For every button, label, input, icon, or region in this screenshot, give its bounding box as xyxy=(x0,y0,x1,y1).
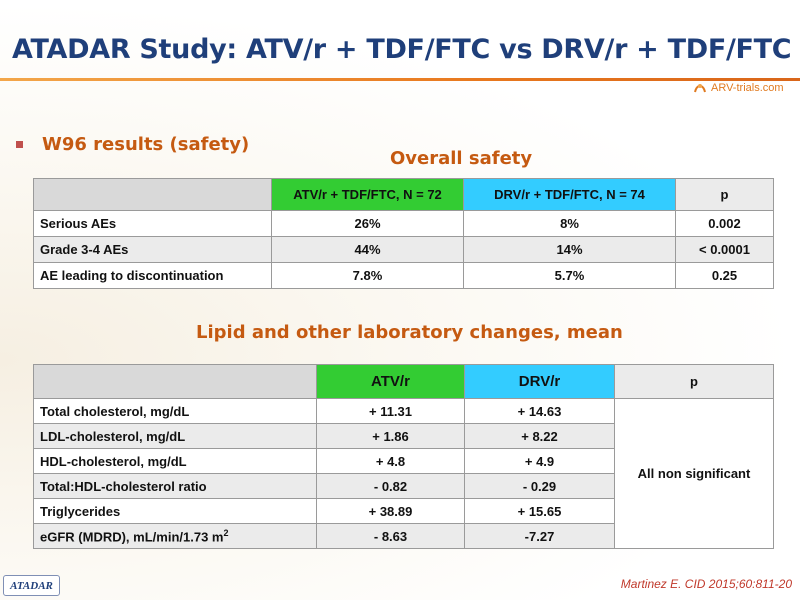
row-label-text: eGFR (MDRD), mL/min/1.73 m xyxy=(40,529,224,545)
logo-text: ARV-trials.com xyxy=(711,82,784,94)
p-value: 0.25 xyxy=(675,262,774,289)
citation: Martinez E. CID 2015;60:811-20 xyxy=(620,577,792,591)
atv-value: 7.8% xyxy=(271,262,464,289)
atv-value: + 11.31 xyxy=(316,398,465,424)
ribbon-icon xyxy=(692,82,708,94)
lipid-table: ATV/r DRV/r p Total cholesterol, mg/dL +… xyxy=(33,364,774,549)
drv-value: + 15.65 xyxy=(464,498,615,524)
header-atv-cell: ATV/r xyxy=(316,364,465,399)
row-label: eGFR (MDRD), mL/min/1.73 m2 xyxy=(33,523,317,549)
table-row: Total cholesterol, mg/dL + 11.31 + 14.63… xyxy=(33,398,774,549)
atv-value: + 1.86 xyxy=(316,423,465,449)
drv-value: + 4.9 xyxy=(464,448,615,474)
table-row: AE leading to discontinuation 7.8% 5.7% … xyxy=(33,262,774,289)
table-row: eGFR (MDRD), mL/min/1.73 m2 - 8.63 -7.27 xyxy=(33,523,774,549)
row-label: Serious AEs xyxy=(33,210,272,237)
row-label: AE leading to discontinuation xyxy=(33,262,272,289)
site-logo: ARV-trials.com xyxy=(692,80,784,96)
p-merged-cell: All non significant xyxy=(614,398,774,549)
page-title: ATADAR Study: ATV/r + TDF/FTC vs DRV/r +… xyxy=(12,34,792,65)
lipid-section-title: Lipid and other laboratory changes, mean xyxy=(196,322,623,343)
drv-value: 5.7% xyxy=(463,262,676,289)
atv-value: + 38.89 xyxy=(316,498,465,524)
bullet-marker xyxy=(16,141,23,148)
row-label: Total cholesterol, mg/dL xyxy=(33,398,317,424)
row-label: Triglycerides xyxy=(33,498,317,524)
drv-value: - 0.29 xyxy=(464,473,615,499)
bullet-text: W96 results (safety) xyxy=(42,134,250,155)
drv-value: -7.27 xyxy=(464,523,615,549)
header-blank-cell xyxy=(33,178,272,211)
header-atv-cell: ATV/r + TDF/FTC, N = 72 xyxy=(271,178,464,211)
atv-value: - 8.63 xyxy=(316,523,465,549)
header-p-cell: p xyxy=(675,178,774,211)
table-row: HDL-cholesterol, mg/dL + 4.8 + 4.9 xyxy=(33,448,774,474)
row-label: LDL-cholesterol, mg/dL xyxy=(33,423,317,449)
table-row: Serious AEs 26% 8% 0.002 xyxy=(33,210,774,237)
table-row: LDL-cholesterol, mg/dL + 1.86 + 8.22 xyxy=(33,423,774,449)
row-label: Total:HDL-cholesterol ratio xyxy=(33,473,317,499)
table-header-row: ATV/r DRV/r p xyxy=(33,364,774,399)
row-label: HDL-cholesterol, mg/dL xyxy=(33,448,317,474)
overall-safety-table: ATV/r + TDF/FTC, N = 72 DRV/r + TDF/FTC,… xyxy=(33,178,774,289)
table-header-row: ATV/r + TDF/FTC, N = 72 DRV/r + TDF/FTC,… xyxy=(33,178,774,211)
p-value: 0.002 xyxy=(675,210,774,237)
table-row: Total:HDL-cholesterol ratio - 0.82 - 0.2… xyxy=(33,473,774,499)
p-value: < 0.0001 xyxy=(675,236,774,263)
drv-value: + 8.22 xyxy=(464,423,615,449)
header-drv-cell: DRV/r + TDF/FTC, N = 74 xyxy=(463,178,676,211)
table-row: Grade 3-4 AEs 44% 14% < 0.0001 xyxy=(33,236,774,263)
drv-value: 14% xyxy=(463,236,676,263)
atv-value: - 0.82 xyxy=(316,473,465,499)
header-blank-cell xyxy=(33,364,317,399)
results-bullet: W96 results (safety) xyxy=(16,134,249,155)
atv-value: 44% xyxy=(271,236,464,263)
atv-value: + 4.8 xyxy=(316,448,465,474)
overall-safety-title: Overall safety xyxy=(390,148,533,169)
header-drv-cell: DRV/r xyxy=(464,364,615,399)
table-row: Triglycerides + 38.89 + 15.65 xyxy=(33,498,774,524)
header-p-cell: p xyxy=(614,364,774,399)
atv-value: 26% xyxy=(271,210,464,237)
title-divider xyxy=(0,78,800,81)
study-badge: ATADAR xyxy=(3,575,60,596)
row-label: Grade 3-4 AEs xyxy=(33,236,272,263)
drv-value: + 14.63 xyxy=(464,398,615,424)
drv-value: 8% xyxy=(463,210,676,237)
row-label-superscript: 2 xyxy=(223,527,229,538)
